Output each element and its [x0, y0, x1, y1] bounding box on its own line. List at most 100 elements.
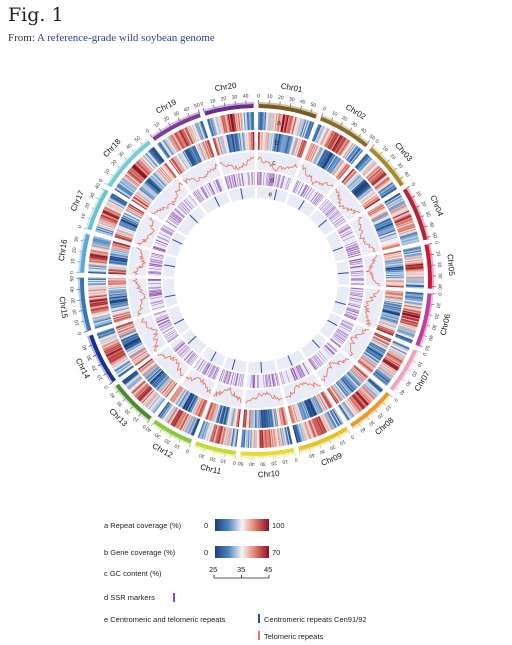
heatmap-bin: [329, 386, 342, 402]
heatmap-bin: [387, 199, 405, 210]
tick-label: 20: [433, 313, 440, 320]
ssr-marker: [326, 342, 338, 352]
heatmap-bin: [370, 340, 387, 351]
heatmap-bin: [321, 391, 332, 408]
heatmap-bin: [244, 429, 247, 448]
scale-tick: [407, 368, 410, 371]
legend-gene-gradient: [215, 546, 269, 558]
scale-tick: [383, 156, 385, 159]
track-d-background: [279, 360, 313, 385]
heatmap-bin: [398, 228, 417, 236]
heatmap-bin: [263, 132, 267, 151]
scale-tick: [342, 124, 344, 127]
heatmap-bin: [392, 211, 410, 221]
ssr-marker: [312, 355, 322, 367]
heatmap-bin: [311, 146, 321, 163]
heatmap-bin: [371, 338, 389, 348]
heatmap-bin: [274, 113, 278, 132]
heatmap-bin: [267, 112, 271, 131]
ssr-marker: [311, 192, 321, 204]
scale-tick: [420, 215, 425, 218]
heatmap-bin: [292, 116, 299, 135]
heatmap-bin: [300, 422, 307, 441]
gc-content-line: [257, 156, 298, 172]
ssr-marker: [314, 354, 323, 366]
scale-tick: [315, 112, 317, 115]
ssr-marker: [315, 196, 325, 207]
ssr-marker: [349, 260, 363, 264]
ssr-marker: [334, 333, 346, 342]
heatmap-bin: [341, 142, 354, 158]
gc-content-line: [285, 381, 321, 399]
scale-tick: [382, 156, 385, 158]
scale-tick: [406, 186, 410, 189]
ssr-marker: [346, 246, 359, 252]
heatmap-bin: [312, 418, 321, 436]
heatmap-bin: [395, 218, 413, 227]
scale-tick: [396, 385, 399, 388]
scale-tick: [386, 398, 388, 400]
legend-gc-tick: 35: [237, 565, 245, 574]
heatmap-bin: [205, 422, 212, 441]
scale-tick: [400, 379, 403, 381]
scale-tick: [361, 420, 364, 423]
heatmap-bin: [305, 143, 315, 161]
heatmap-bin: [219, 426, 225, 445]
heatmap-bin: [350, 395, 364, 411]
heatmap-bin: [319, 415, 329, 432]
heatmap-bin: [299, 423, 306, 441]
tick-label: 10: [267, 94, 273, 100]
ssr-marker: [349, 294, 363, 297]
heatmap-bin: [366, 380, 381, 394]
source-article-link[interactable]: A reference-grade wild soybean genome: [37, 32, 215, 44]
legend-ssr-label: d SSR markers: [104, 593, 155, 602]
heatmap-bin: [384, 297, 403, 302]
ssr-marker: [350, 272, 364, 274]
tick-label: 10: [415, 360, 423, 368]
heatmap-bin: [354, 183, 369, 197]
scale-tick: [376, 408, 378, 410]
heatmap-bin: [382, 244, 401, 251]
heatmap-bin: [366, 166, 381, 180]
heatmap-bin: [295, 138, 302, 157]
ssr-marker: [260, 172, 262, 186]
centromeric-repeat: [334, 301, 346, 306]
ssr-marker: [267, 172, 271, 186]
scale-tick: [209, 449, 211, 452]
heatmap-bin: [367, 346, 384, 357]
heatmap-bin: [405, 268, 424, 271]
scale-tick: [323, 442, 325, 445]
scale-tick: [398, 175, 401, 178]
ssr-marker: [309, 358, 318, 370]
heatmap-bin: [377, 325, 395, 334]
heatmap-bin: [357, 188, 373, 201]
scale-tick: [417, 208, 420, 210]
heatmap-bin: [357, 187, 373, 200]
heatmap-bin: [358, 388, 372, 403]
heatmap-bin: [394, 215, 412, 224]
chromosome-band: [369, 147, 404, 187]
scale-tick: [426, 324, 431, 327]
scale-tick: [403, 375, 406, 378]
ssr-marker: [333, 217, 345, 226]
scale-tick: [411, 195, 416, 198]
scale-tick: [392, 168, 395, 170]
ssr-marker: [223, 370, 228, 384]
heatmap-bin: [236, 408, 240, 427]
heatmap-bin: [338, 379, 351, 395]
scale-tick: [426, 236, 431, 238]
heatmap-bin: [364, 164, 379, 178]
heatmap-bin: [380, 185, 396, 197]
scale-tick: [387, 396, 390, 399]
scale-tick: [388, 395, 391, 397]
heatmap-bin: [385, 353, 403, 364]
heatmap-bin: [274, 133, 279, 152]
scale-tick: [201, 447, 203, 450]
heatmap-bin: [302, 400, 311, 419]
scale-tick: [315, 445, 317, 448]
heatmap-bin: [302, 422, 310, 440]
scale-tick: [334, 120, 337, 123]
tick-label: 0: [349, 433, 355, 440]
heatmap-bin: [314, 147, 324, 165]
heatmap-bin: [332, 384, 345, 400]
